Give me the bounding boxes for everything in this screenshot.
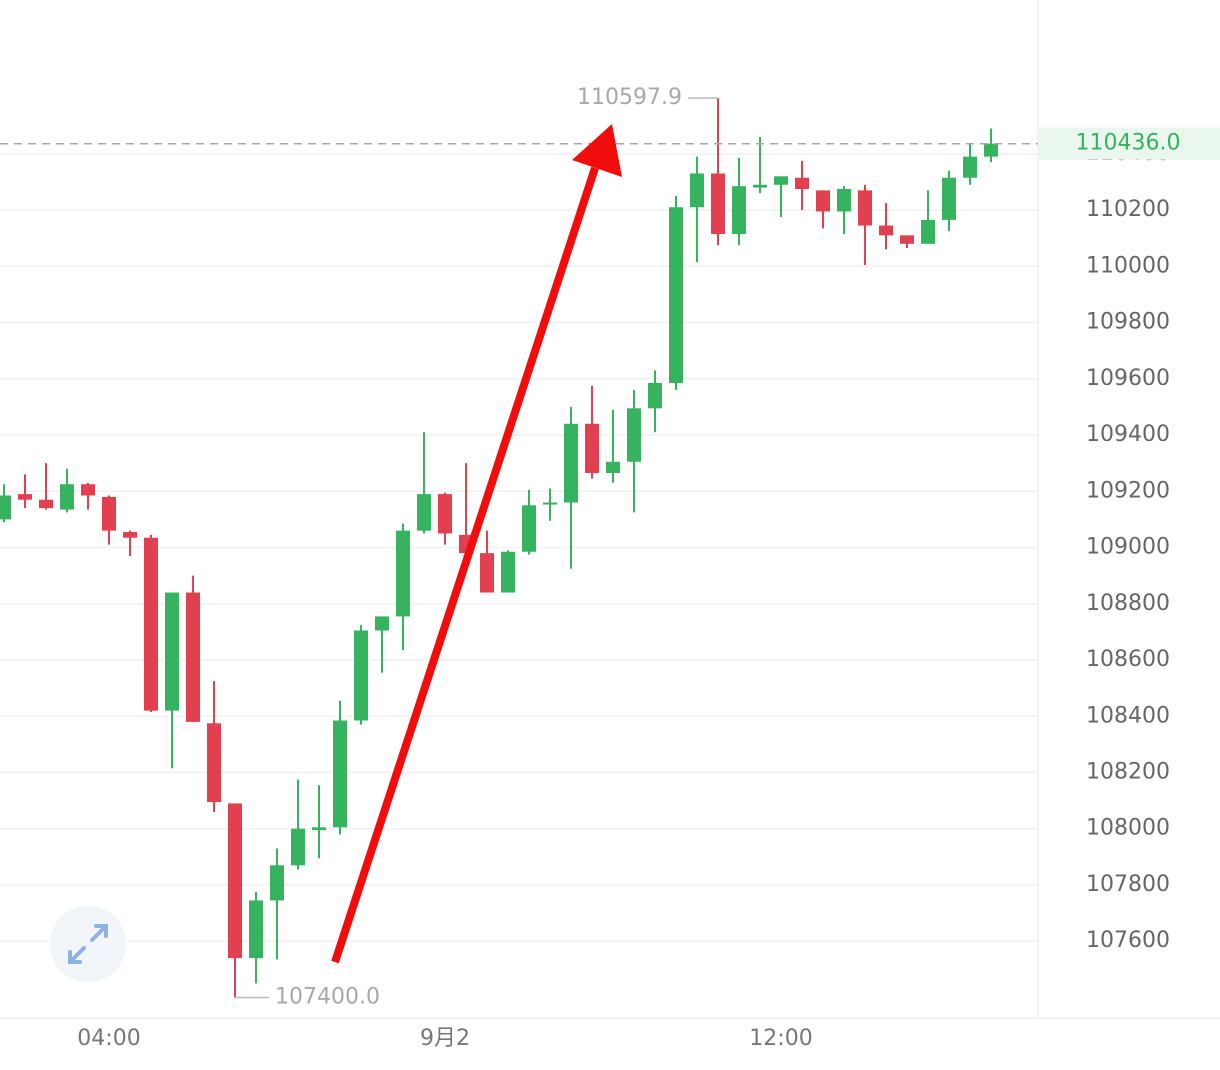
candle-body xyxy=(0,495,11,520)
candle-body xyxy=(60,484,74,510)
candle-body xyxy=(858,190,872,226)
y-tick-label: 108000 xyxy=(1086,816,1170,841)
candle-body xyxy=(774,176,788,185)
candle-body xyxy=(291,828,305,866)
y-tick-label: 107600 xyxy=(1086,928,1170,953)
candle-body xyxy=(564,423,578,503)
candle-body xyxy=(228,803,242,959)
y-tick-label: 108200 xyxy=(1086,759,1170,784)
candle-body xyxy=(144,537,158,711)
candle-body xyxy=(648,383,662,409)
candle-body xyxy=(501,551,515,593)
candle-body xyxy=(984,143,998,157)
arrow-shaft xyxy=(331,166,599,964)
candle-body xyxy=(123,532,137,538)
drawn-arrow xyxy=(331,124,622,964)
candle-body xyxy=(921,219,935,244)
candle-body xyxy=(837,188,851,212)
candle-body xyxy=(165,592,179,711)
last-price-label: 110436.0 xyxy=(1076,131,1181,156)
candle-body xyxy=(417,494,431,531)
candle-body xyxy=(186,592,200,722)
candle-body xyxy=(585,423,599,474)
candle-body xyxy=(207,723,221,803)
y-tick-label: 109400 xyxy=(1086,422,1170,447)
y-tick-label: 108800 xyxy=(1086,591,1170,616)
candle-body xyxy=(522,505,536,552)
candle-body xyxy=(249,900,263,959)
candle-body xyxy=(312,827,326,831)
low-label: 107400.0 xyxy=(275,984,380,1009)
expand-icon[interactable] xyxy=(68,924,108,964)
candle-body xyxy=(690,173,704,208)
candle-body xyxy=(711,173,725,234)
last-price-box xyxy=(1038,127,1220,160)
high-label: 110597.9 xyxy=(577,85,682,110)
candle-body xyxy=(543,502,557,505)
expand-button[interactable] xyxy=(50,906,126,982)
candle-body xyxy=(606,461,620,474)
expand-button-bg[interactable] xyxy=(50,906,126,982)
candle-body xyxy=(669,207,683,384)
y-tick-label: 108400 xyxy=(1086,703,1170,728)
y-tick-label: 109000 xyxy=(1086,535,1170,560)
y-tick-label: 109200 xyxy=(1086,478,1170,503)
candle-body xyxy=(942,177,956,220)
y-tick-label: 108600 xyxy=(1086,647,1170,672)
candle-body xyxy=(627,408,641,462)
candle-body xyxy=(354,630,368,721)
x-tick-label: 04:00 xyxy=(77,1026,140,1051)
candle-body xyxy=(753,184,767,188)
candle-body xyxy=(375,616,389,631)
arrow-head xyxy=(572,124,622,177)
grid xyxy=(0,153,1038,942)
candle-body xyxy=(333,720,347,828)
candle-body xyxy=(816,190,830,212)
candles xyxy=(0,98,998,998)
candle-body xyxy=(396,530,410,617)
candle-body xyxy=(732,186,746,234)
y-tick-label: 110000 xyxy=(1086,253,1170,278)
candle-body xyxy=(795,177,809,189)
candle-body xyxy=(900,235,914,244)
candle-body xyxy=(270,865,284,901)
candle-body xyxy=(480,553,494,593)
candle-body xyxy=(18,494,32,500)
x-tick-label: 12:00 xyxy=(749,1026,812,1051)
y-tick-label: 107800 xyxy=(1086,872,1170,897)
candle-body xyxy=(438,494,452,534)
y-tick-label: 110200 xyxy=(1086,197,1170,222)
y-tick-label: 109800 xyxy=(1086,310,1170,335)
y-tick-label: 109600 xyxy=(1086,366,1170,391)
candle-body xyxy=(39,499,53,509)
labels: 107600 107800 108000 108200 108400 108600 1088… xyxy=(0,85,1220,1051)
candle-body xyxy=(102,496,116,531)
candle-body xyxy=(81,484,95,496)
candle-body xyxy=(879,225,893,236)
candle-body xyxy=(963,156,977,178)
x-tick-label: 9月2 xyxy=(420,1026,470,1051)
